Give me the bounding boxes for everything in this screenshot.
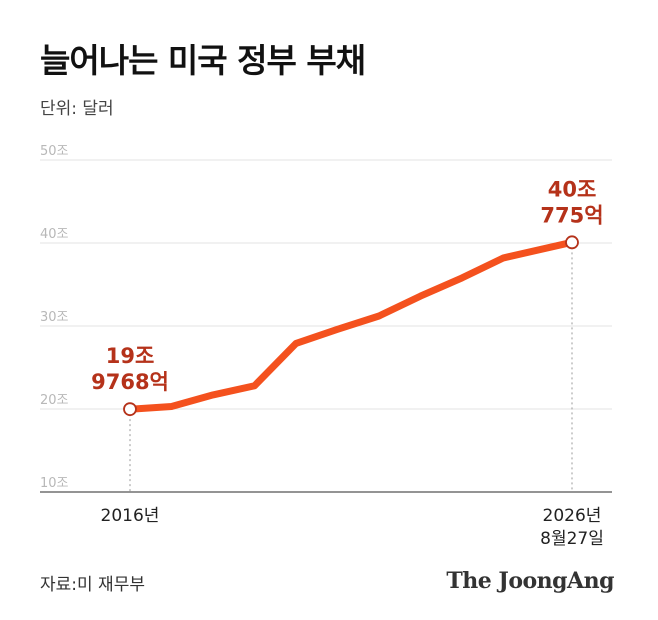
y-tick-label: 20조 [40, 393, 69, 408]
value-annotation: 19조 [106, 344, 155, 368]
marker-layer [123, 235, 579, 417]
y-tick-label: 40조 [40, 227, 69, 242]
x-tick-label: 2026년 [543, 506, 602, 526]
x-tick-label: 8월27일 [540, 529, 604, 549]
y-tick-label: 50조 [40, 144, 69, 159]
chart-title: 늘어나는 미국 정부 부채 [40, 41, 366, 80]
grid-layer [40, 159, 612, 493]
y-tick-label: 30조 [40, 310, 69, 325]
value-annotation: 775억 [540, 203, 603, 227]
endpoint-marker [123, 402, 137, 417]
endpoint-marker [565, 235, 579, 250]
value-annotation: 40조 [548, 177, 597, 201]
unit-label: 단위: 달러 [40, 99, 114, 119]
brand-logo: The JoongAng [446, 568, 614, 594]
series-layer [126, 238, 576, 413]
y-tick-label: 10조 [40, 476, 69, 491]
source-note: 자료:미 재무부 [40, 575, 145, 595]
guide-layer [129, 242, 573, 492]
debt-series-line [126, 238, 576, 413]
x-tick-label: 2016년 [101, 506, 160, 526]
value-annotation: 9768억 [91, 370, 169, 394]
